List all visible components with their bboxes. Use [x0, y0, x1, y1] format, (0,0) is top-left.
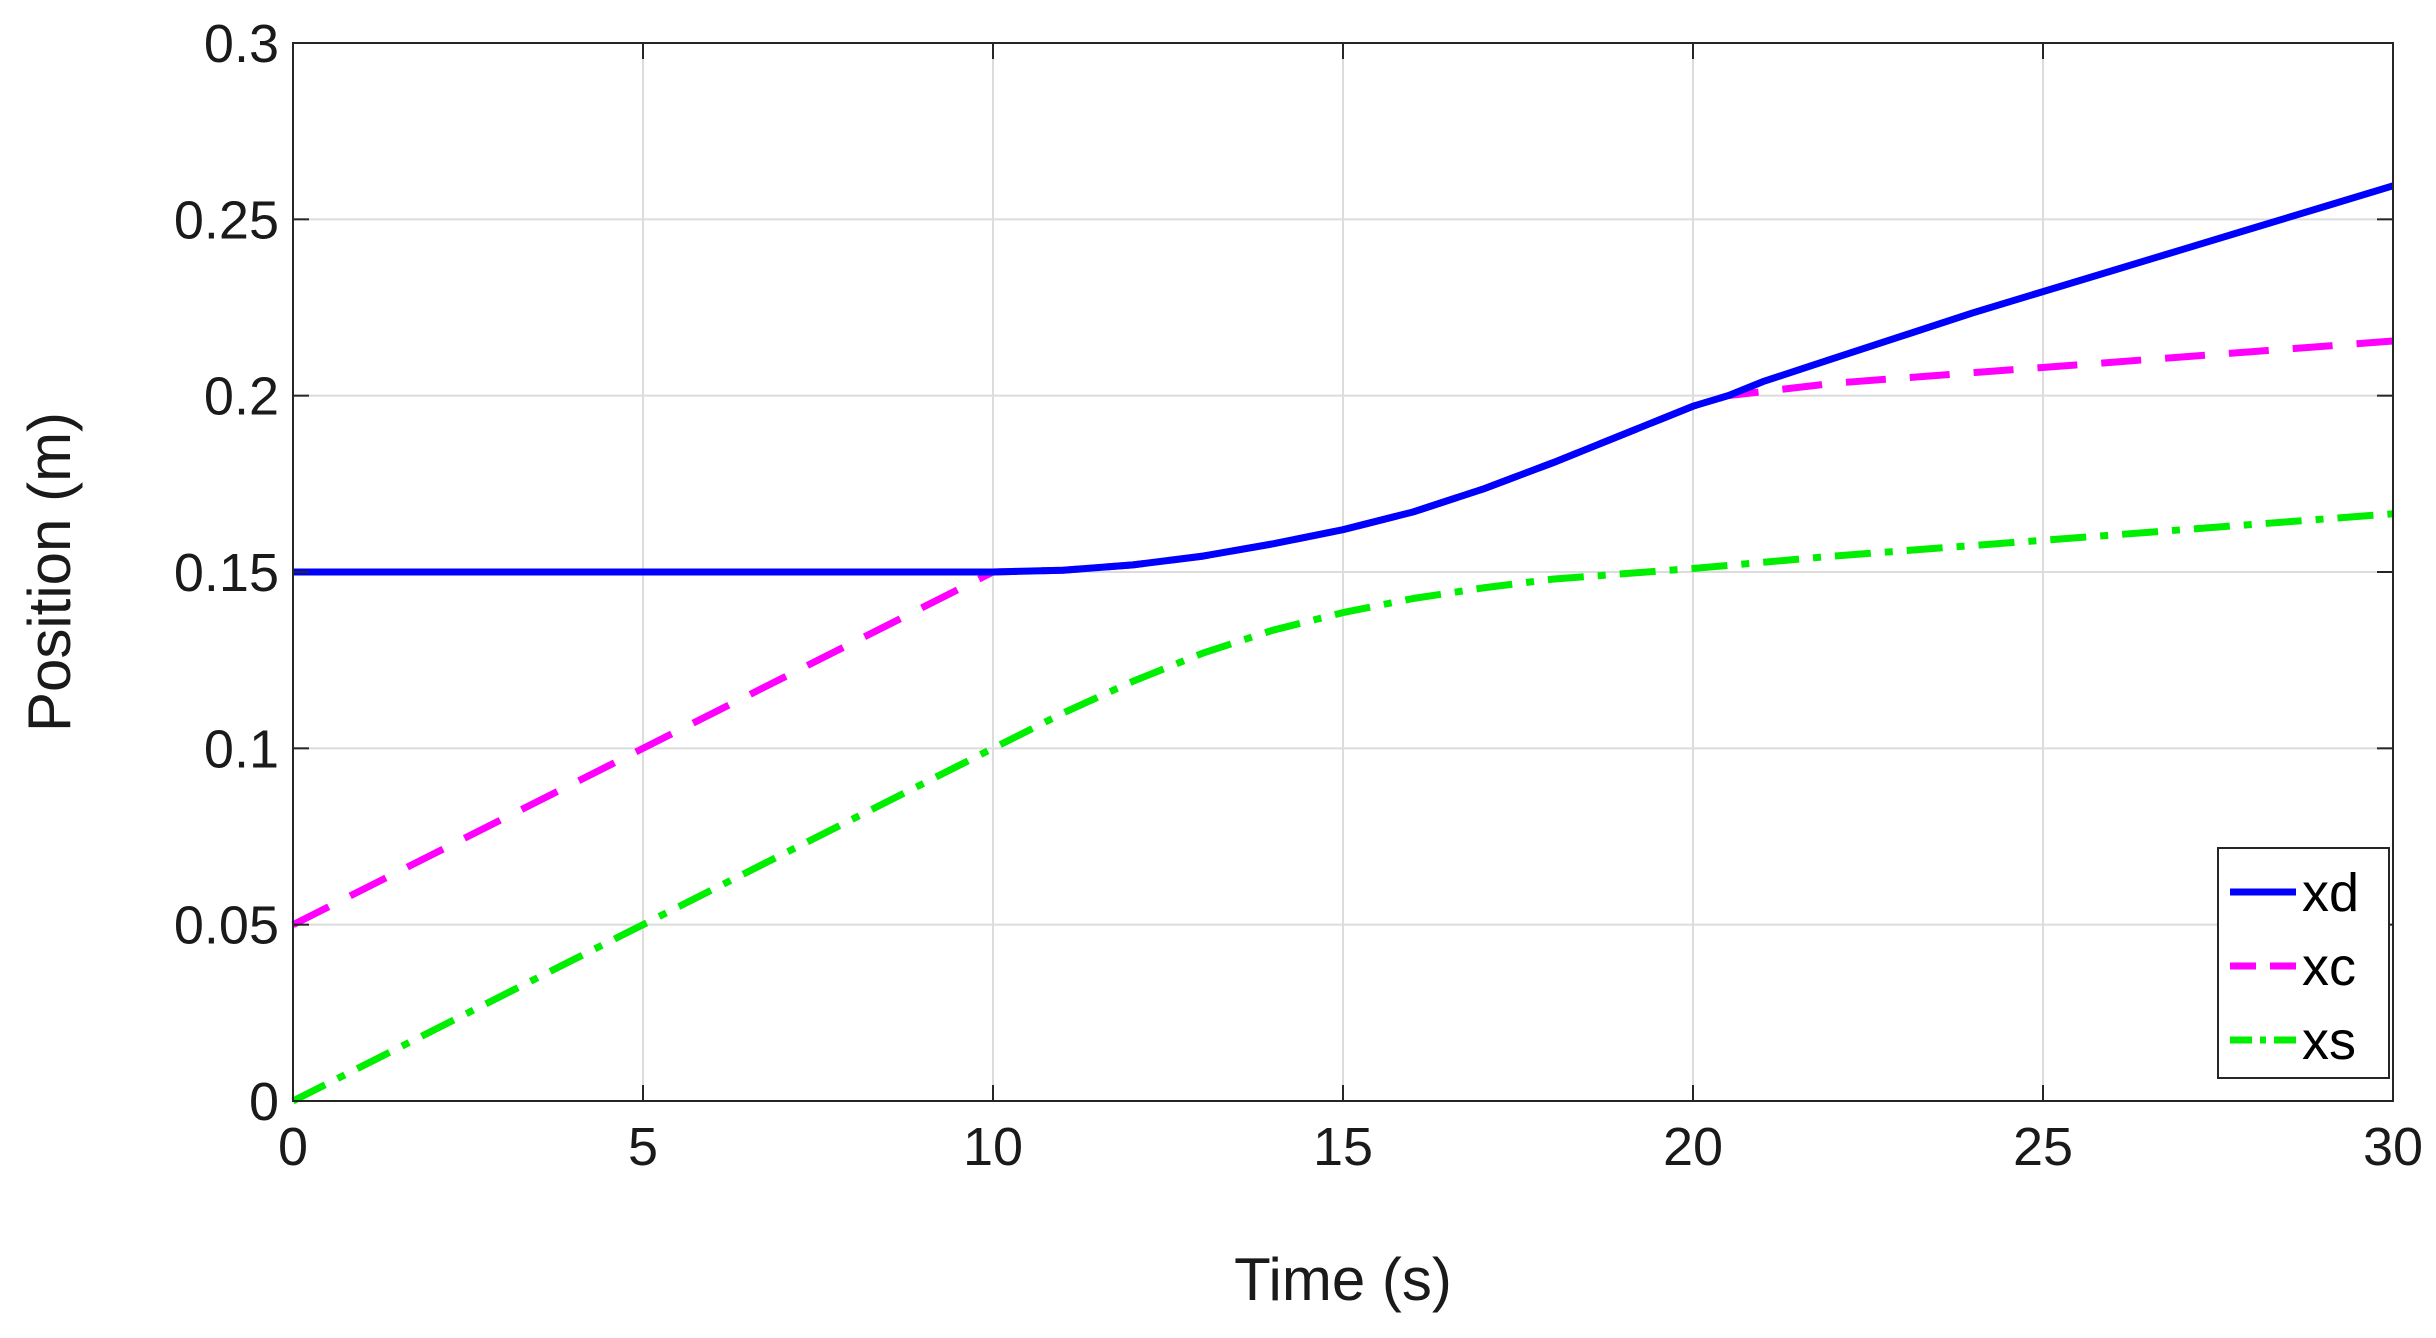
x-tick-label: 20: [1663, 1117, 1723, 1177]
series-lines: [291, 182, 2395, 1105]
y-tick-label: 0: [249, 1072, 279, 1132]
y-tick-label: 0.15: [174, 543, 279, 603]
y-tick-label: 0.1: [204, 719, 279, 779]
y-tick-label: 0.2: [204, 367, 279, 427]
x-tick-label: 25: [2013, 1117, 2073, 1177]
y-tick-label: 0.25: [174, 190, 279, 250]
x-tick-label: 10: [963, 1117, 1023, 1177]
series-line-xs: [291, 510, 2394, 1105]
x-tick-label: 30: [2363, 1117, 2423, 1177]
y-tick-label: 0.05: [174, 896, 279, 956]
x-tick-label: 5: [628, 1117, 658, 1177]
x-tick-label: 15: [1313, 1117, 1373, 1177]
legend-label-xs: xs: [2302, 1011, 2356, 1071]
legend-label-xd: xd: [2302, 863, 2359, 923]
y-tick-label: 0.3: [204, 14, 279, 74]
series-line-xd: [293, 182, 2395, 576]
y-axis-label: Position (m): [16, 412, 83, 732]
x-axis-label: Time (s): [1234, 1246, 1452, 1313]
x-tick-label: 0: [278, 1117, 308, 1177]
legend-label-xc: xc: [2302, 937, 2356, 997]
legend: xd xc xs: [2217, 847, 2390, 1079]
axis-ticks: 0 5 10 15 20 25 30 0 0.05 0.1 0.15 0.2 0.25 0.3: [174, 14, 2423, 1177]
